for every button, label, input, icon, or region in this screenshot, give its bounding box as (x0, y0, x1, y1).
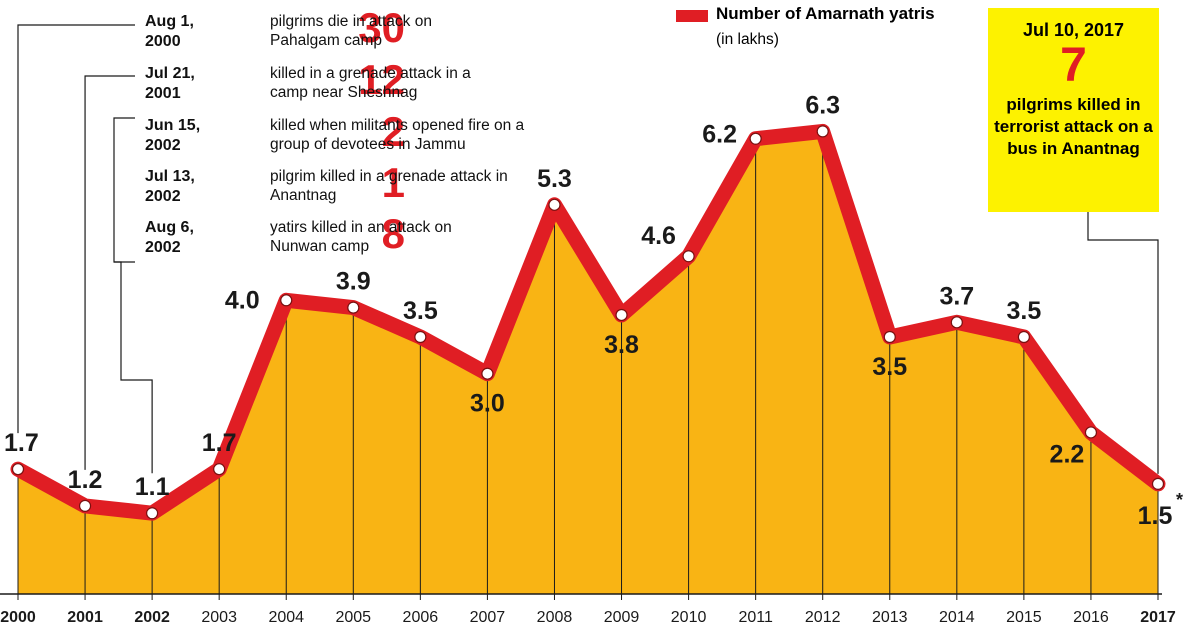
connector-2000 (17, 24, 135, 434)
annotation-text: killed when militants opened fire on a g… (270, 117, 525, 153)
x-tick-2002: 2002 (134, 609, 170, 626)
annotation-count: 30 (358, 4, 405, 51)
value-label-2015: 3.5 (1006, 297, 1041, 325)
annotation-text: yatirs killed in an attack on Nunwan cam… (270, 219, 452, 255)
data-point-2005 (347, 301, 360, 314)
legend-sublabel: (in lakhs) (716, 31, 779, 48)
annotation-count: 12 (358, 56, 405, 103)
x-tick-2013: 2013 (872, 609, 908, 626)
x-tick-2001: 2001 (67, 609, 103, 626)
annotation-count: 8 (381, 210, 405, 257)
annotation-date: Jun 15, 2002 (145, 117, 201, 154)
x-tick-2007: 2007 (470, 609, 506, 626)
x-tick-2012: 2012 (805, 609, 841, 626)
value-label-2010: 4.6 (641, 222, 676, 250)
legend-label: Number of Amarnath yatris (716, 4, 935, 23)
x-tick-2017: 2017 (1140, 609, 1176, 626)
value-label-2008: 5.3 (537, 165, 572, 193)
connector-2002 (114, 261, 153, 474)
callout-2017: Jul 10, 2017 7 pilgrims killed in terror… (988, 8, 1159, 212)
drop-lines (17, 131, 1159, 600)
connector-bracket-2002 (113, 117, 135, 263)
value-label-2016: 2.2 (1050, 440, 1085, 468)
value-label-2009: 3.8 (604, 331, 639, 359)
x-tick-2010: 2010 (671, 609, 707, 626)
data-point-2013 (883, 330, 896, 344)
value-footnote-marker: * (1176, 490, 1183, 510)
data-point-2009 (615, 308, 628, 322)
data-point-2002 (146, 507, 159, 520)
data-point-2012 (816, 125, 829, 138)
x-tick-2009: 2009 (604, 609, 640, 626)
connector-2017 (1087, 212, 1159, 474)
x-tick-2000: 2000 (0, 609, 36, 626)
value-labels: 1.7 1.2 1.1 1.7 4.0 3.9 3.5 3.0 5.3 3.8 4.6 6.2 6.3 3… (4, 91, 1183, 529)
value-label-2006: 3.5 (403, 297, 438, 325)
value-label-2012: 6.3 (805, 91, 840, 119)
area-fill (18, 131, 1158, 594)
annotation-count: 2 (381, 108, 405, 155)
value-label-2005: 3.9 (336, 268, 371, 296)
data-point-2010 (682, 250, 695, 263)
data-point-2017 (1151, 477, 1165, 490)
data-point-2015 (1017, 330, 1030, 344)
annotation-date: Aug 6, 2002 (145, 219, 194, 256)
points-layer (11, 125, 1165, 520)
data-point-2000 (11, 463, 25, 476)
annotation-text: pilgrim killed in a grenade attack in An… (270, 168, 508, 204)
callout-count: 7 (1060, 39, 1087, 92)
value-label-2007: 3.0 (470, 390, 505, 418)
value-label-2001: 1.2 (68, 466, 103, 494)
x-tick-2003: 2003 (201, 609, 237, 626)
callout-date: Jul 10, 2017 (1022, 20, 1125, 40)
legend-swatch (676, 10, 708, 22)
annotation-date: Jul 13, 2002 (145, 168, 195, 205)
data-point-2001 (78, 499, 92, 512)
annotation-count: 1 (381, 159, 405, 206)
annotation-text: killed in a grenade attack in a camp nea… (270, 65, 471, 101)
data-point-2008 (548, 198, 561, 211)
x-tick-2015: 2015 (1006, 609, 1042, 626)
data-point-2007 (481, 367, 494, 380)
x-tick-2004: 2004 (268, 609, 304, 626)
value-label-2017: 1.5 (1138, 502, 1173, 530)
value-label-2003: 1.7 (202, 429, 237, 457)
value-label-2013: 3.5 (872, 353, 907, 381)
data-point-2011 (749, 132, 762, 145)
x-tick-2008: 2008 (537, 609, 573, 626)
annotation-connectors (17, 24, 1159, 474)
x-tick-2014: 2014 (939, 609, 975, 626)
connector-2001 (84, 75, 135, 470)
annotation-date: Aug 1, 2000 (145, 13, 194, 50)
callout-text: pilgrims killed in terrorist attack on a… (994, 95, 1153, 158)
data-point-2004 (280, 294, 293, 307)
series-line (10, 123, 1166, 521)
data-point-2016 (1084, 426, 1098, 439)
x-axis-ticks: 2000 2001 2002 2003 2004 2005 2006 2007 2008 2009… (0, 609, 1176, 626)
data-point-2014 (950, 316, 963, 329)
line-layer (10, 123, 1166, 521)
annotation-text: pilgrims die in attack on Pahalgam camp (270, 13, 432, 49)
x-tick-2005: 2005 (335, 609, 371, 626)
x-tick-2016: 2016 (1073, 609, 1109, 626)
annotation-date: Jul 21, 2001 (145, 65, 195, 102)
x-tick-2006: 2006 (403, 609, 439, 626)
data-point-2003 (213, 463, 226, 476)
x-tick-2011: 2011 (738, 609, 773, 626)
value-label-2004: 4.0 (225, 286, 260, 314)
data-point-2006 (414, 330, 427, 344)
value-label-2002: 1.1 (135, 473, 170, 501)
value-label-2014: 3.7 (939, 282, 974, 310)
value-label-2011: 6.2 (702, 121, 737, 149)
value-label-2000: 1.7 (4, 429, 39, 457)
area-layer (0, 131, 1162, 595)
